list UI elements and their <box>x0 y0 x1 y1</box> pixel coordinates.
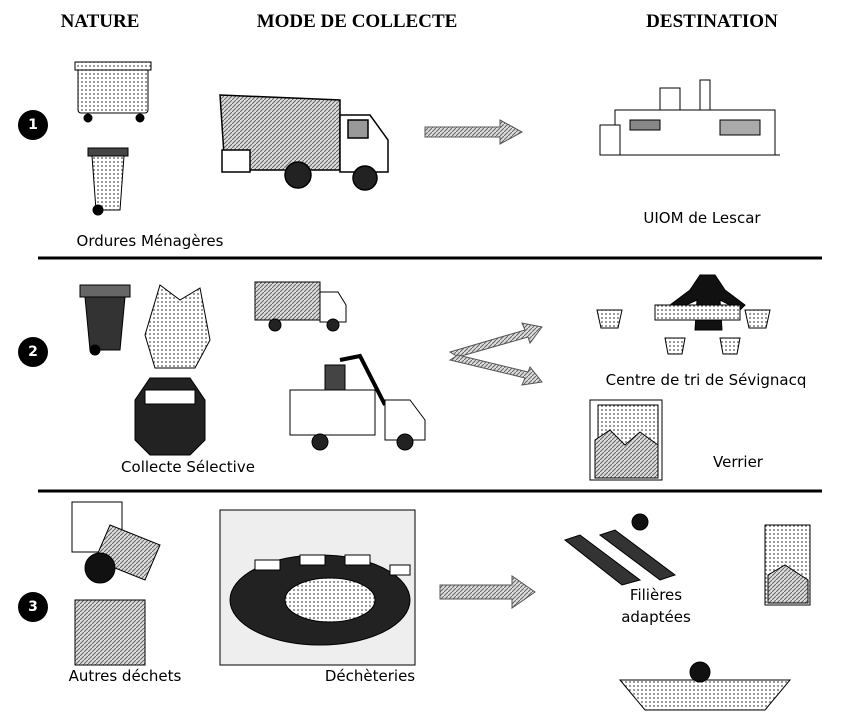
glassworks <box>590 400 662 480</box>
column-header: DESTINATION <box>646 11 778 33</box>
waste-pile <box>75 600 145 665</box>
container-bin <box>75 62 151 122</box>
recycling-centre <box>220 510 415 665</box>
roads <box>565 514 675 585</box>
crane-truck <box>290 356 425 450</box>
nature-label: Autres déchets <box>69 667 182 685</box>
incinerator-building <box>600 80 780 155</box>
arrow <box>440 576 535 608</box>
column-header: MODE DE COLLECTE <box>257 11 458 33</box>
nature-label: Collecte Sélective <box>121 458 255 476</box>
diagram: NATURE MODE DE COLLECTE DESTINATION 1 Or… <box>0 0 852 717</box>
arrow <box>425 120 522 144</box>
double-arrow <box>450 323 542 385</box>
destination-label: Verrier <box>713 453 763 471</box>
recycling-bin <box>80 285 130 355</box>
collection-label: Déchèteries <box>325 667 415 685</box>
landfill <box>620 662 790 710</box>
factory <box>765 525 810 605</box>
small-truck <box>255 282 346 331</box>
nature-label: Ordures Ménagères <box>77 232 224 250</box>
recycling-bag <box>145 285 210 368</box>
garbage-truck <box>220 95 388 190</box>
column-header: NATURE <box>61 11 140 33</box>
row-number: 1 <box>18 110 48 140</box>
destination-label: Centre de tri de Sévignacq <box>606 371 807 389</box>
solar-box <box>72 502 160 583</box>
wheelie-bin <box>88 148 128 215</box>
row-number: 2 <box>18 337 48 367</box>
bin-label: VERRE <box>150 391 190 404</box>
illustrations <box>0 0 852 717</box>
destination-label: Filières adaptées <box>611 584 701 628</box>
destination-label: UIOM de Lescar <box>643 209 760 227</box>
sorting-center <box>597 275 770 354</box>
row-number: 3 <box>18 592 48 622</box>
